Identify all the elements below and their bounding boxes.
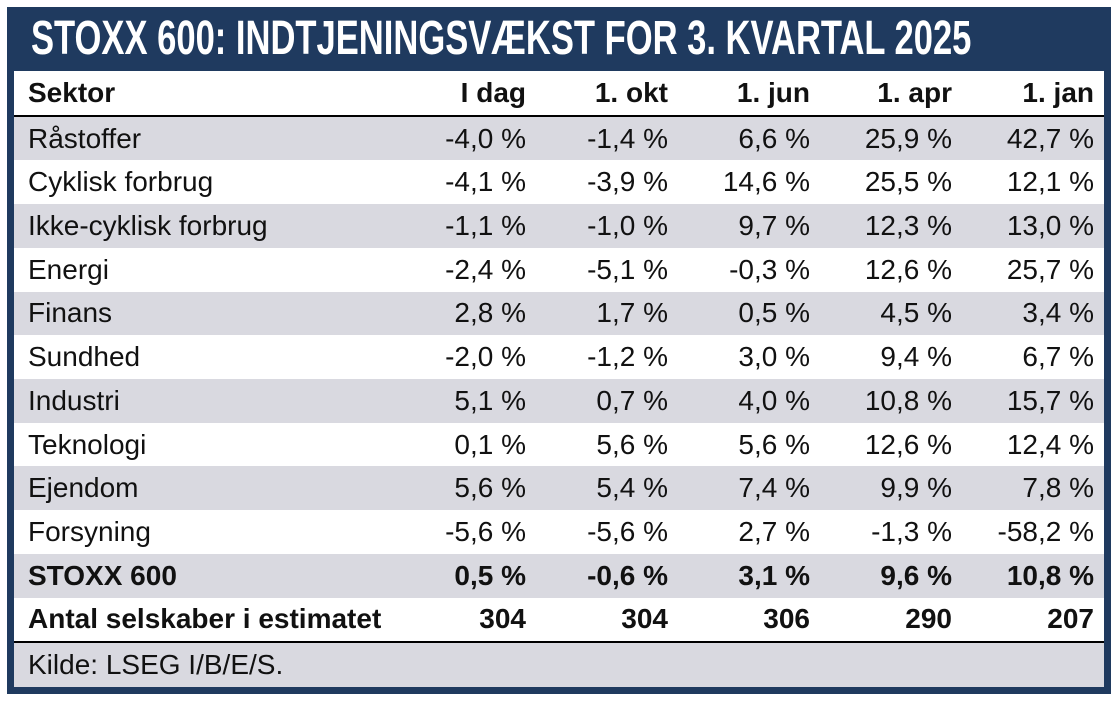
table-row-cyklisk-forbrug: Cyklisk forbrug -4,1 % -3,9 % 14,6 % 25,…: [14, 160, 1104, 204]
value-1-apr: 25,5 %: [864, 166, 952, 198]
table-row-ikke-cyklisk-forbrug: Ikke-cyklisk forbrug -1,1 % -1,0 % 9,7 %…: [14, 204, 1104, 248]
title-bar: STOXX 600: INDTJENINGSVÆKST FOR 3. KVART…: [7, 7, 1111, 71]
value-1-okt: -5,6 %: [587, 516, 668, 548]
count-label: Antal selskaber i estimatet: [28, 603, 382, 635]
sector-name: Råstoffer: [28, 122, 142, 154]
value-1-jun: 5,6 %: [738, 428, 810, 460]
value-1-jun: 2,7 %: [738, 516, 810, 548]
column-header-1-apr: 1. apr: [877, 76, 952, 108]
value-1-jun: 3,0 %: [738, 341, 810, 373]
sector-name: Sundhed: [28, 341, 141, 373]
value-1-jan: 25,7 %: [1006, 253, 1094, 285]
table-row-sundhed: Sundhed -2,0 % -1,2 % 3,0 % 9,4 % 6,7 %: [14, 335, 1104, 379]
value-1-jan: 42,7 %: [1006, 122, 1094, 154]
value-1-apr: 10,8 %: [864, 384, 952, 416]
table-row-stoxx-600-summary: STOXX 600 0,5 % -0,6 % 3,1 % 9,6 % 10,8 …: [14, 553, 1104, 598]
sector-name: Teknologi: [28, 428, 147, 460]
value-1-jun: 4,0 %: [738, 384, 810, 416]
value-1-okt: 5,6 %: [596, 428, 668, 460]
table-row-energi: Energi -2,4 % -5,1 % -0,3 % 12,6 % 25,7 …: [14, 248, 1104, 292]
value-1-jun: 9,7 %: [738, 210, 810, 242]
value-1-jan: -58,2 %: [997, 516, 1095, 548]
value-i-dag: 5,1 %: [454, 384, 526, 416]
value-1-jan: 12,1 %: [1006, 166, 1094, 198]
value-1-jun: -0,3 %: [729, 253, 810, 285]
table-row-teknologi: Teknologi 0,1 % 5,6 % 5,6 % 12,6 % 12,4 …: [14, 423, 1104, 467]
count-1-jun: 306: [763, 603, 810, 635]
value-1-apr: 12,3 %: [864, 210, 952, 242]
value-1-okt: -3,9 %: [587, 166, 668, 198]
value-i-dag: -2,0 %: [445, 341, 526, 373]
value-1-apr: 25,9 %: [864, 122, 952, 154]
value-1-okt: 0,7 %: [596, 384, 668, 416]
table-row-ejendom: Ejendom 5,6 % 5,4 % 7,4 % 9,9 % 7,8 %: [14, 466, 1104, 511]
value-1-okt: -1,0 %: [587, 210, 668, 242]
value-i-dag: -2,4 %: [445, 253, 526, 285]
value-1-jun: 0,5 %: [738, 297, 810, 329]
sector-table: Sektor I dag 1. okt 1. jun 1. apr 1. jan…: [14, 71, 1104, 688]
value-1-okt: 5,4 %: [596, 472, 668, 504]
infographic-frame: STOXX 600: INDTJENINGSVÆKST FOR 3. KVART…: [7, 7, 1111, 694]
sector-name: STOXX 600: [28, 559, 177, 591]
value-1-jan: 13,0 %: [1006, 210, 1094, 242]
table-row-company-count: Antal selskaber i estimatet 304 304 306 …: [14, 598, 1104, 642]
value-1-jan: 12,4 %: [1006, 428, 1094, 460]
page-title: STOXX 600: INDTJENINGSVÆKST FOR 3. KVART…: [31, 12, 972, 65]
value-1-jun: 3,1 %: [738, 559, 810, 591]
value-i-dag: 0,5 %: [454, 559, 526, 591]
count-i-dag: 304: [479, 603, 526, 635]
value-1-jan: 3,4 %: [1022, 297, 1094, 329]
value-1-apr: 12,6 %: [864, 428, 952, 460]
value-i-dag: -5,6 %: [445, 516, 526, 548]
sector-name: Energi: [28, 253, 109, 285]
value-1-jun: 14,6 %: [722, 166, 810, 198]
value-1-apr: 9,4 %: [880, 341, 952, 373]
value-1-jan: 7,8 %: [1022, 472, 1094, 504]
value-i-dag: 2,8 %: [454, 297, 526, 329]
value-1-okt: -1,4 %: [587, 122, 668, 154]
column-header-1-jun: 1. jun: [736, 76, 810, 108]
value-1-apr: 4,5 %: [880, 297, 952, 329]
table-row-forsyning: Forsyning -5,6 % -5,6 % 2,7 % -1,3 % -58…: [14, 510, 1104, 554]
value-i-dag: 0,1 %: [454, 428, 526, 460]
sector-name: Industri: [28, 384, 120, 416]
value-1-okt: -0,6 %: [587, 559, 668, 591]
column-header-1-jan: 1. jan: [1022, 76, 1094, 108]
value-1-apr: 12,6 %: [864, 253, 952, 285]
value-1-apr: 9,9 %: [880, 472, 952, 504]
count-1-okt: 304: [621, 603, 668, 635]
source-text: Kilde: LSEG I/B/E/S.: [28, 649, 284, 681]
count-1-apr: 290: [905, 603, 952, 635]
value-i-dag: -4,1 %: [445, 166, 526, 198]
value-1-apr: -1,3 %: [871, 516, 952, 548]
value-1-jun: 6,6 %: [738, 122, 810, 154]
column-header-1-okt: 1. okt: [594, 76, 668, 108]
value-1-okt: 1,7 %: [596, 297, 668, 329]
sector-name: Forsyning: [28, 516, 151, 548]
table-header-row: Sektor I dag 1. okt 1. jun 1. apr 1. jan: [14, 71, 1104, 117]
table-row-rastoffer: Råstoffer -4,0 % -1,4 % 6,6 % 25,9 % 42,…: [14, 116, 1104, 161]
table-row-industri: Industri 5,1 % 0,7 % 4,0 % 10,8 % 15,7 %: [14, 379, 1104, 423]
value-i-dag: -4,0 %: [445, 122, 526, 154]
column-header-sektor: Sektor: [28, 76, 116, 108]
sector-name: Ikke-cyklisk forbrug: [28, 210, 268, 242]
table-row-finans: Finans 2,8 % 1,7 % 0,5 % 4,5 % 3,4 %: [14, 291, 1104, 336]
value-i-dag: 5,6 %: [454, 472, 526, 504]
value-1-jan: 6,7 %: [1022, 341, 1094, 373]
sector-name: Ejendom: [28, 472, 139, 504]
value-1-jun: 7,4 %: [738, 472, 810, 504]
value-1-jan: 15,7 %: [1006, 384, 1094, 416]
source-row: Kilde: LSEG I/B/E/S.: [14, 641, 1104, 688]
column-header-i-dag: I dag: [460, 76, 526, 108]
value-1-okt: -5,1 %: [587, 253, 668, 285]
sector-name: Finans: [28, 297, 113, 329]
value-1-apr: 9,6 %: [880, 559, 952, 591]
value-1-jan: 10,8 %: [1006, 559, 1094, 591]
count-1-jan: 207: [1047, 603, 1094, 635]
sector-name: Cyklisk forbrug: [28, 166, 214, 198]
value-i-dag: -1,1 %: [445, 210, 526, 242]
value-1-okt: -1,2 %: [587, 341, 668, 373]
